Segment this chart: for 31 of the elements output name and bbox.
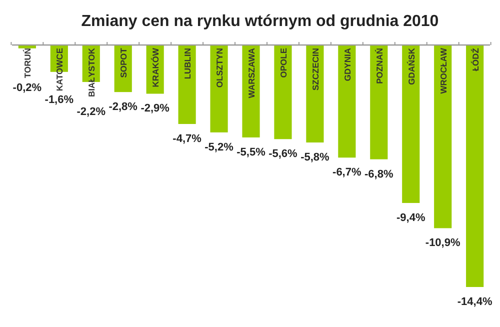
x-tick-label: BIAŁYSTOK [86, 47, 97, 97]
x-tick-label: OPOLE [278, 48, 288, 78]
x-tick-label: LUBLIN [182, 48, 193, 80]
x-tick-label: WARSZAWA [246, 48, 256, 98]
x-tick-label: SZCZECIN [310, 48, 320, 90]
data-label: -5,2% [204, 141, 234, 154]
x-tick-label: GDYNIA [342, 48, 352, 82]
x-tick-label: WROCŁAW [438, 47, 448, 94]
data-label: -9,4% [396, 212, 426, 224]
x-tick-label: GDAŃSK [406, 47, 416, 85]
data-label: -2,8% [108, 101, 138, 114]
data-label: -1,6% [44, 94, 74, 106]
data-label: -2,9% [140, 102, 170, 115]
chart-title: Zmiany cen na rynku wtórnym od grudnia 2010 [81, 13, 439, 30]
x-tick-label: KATOWCE [54, 48, 65, 92]
data-label: -5,5% [236, 146, 266, 158]
data-label: -5,6% [268, 148, 298, 160]
data-label: -6,7% [332, 166, 362, 179]
x-tick-label: ŁÓDŹ [470, 48, 480, 72]
data-label: -0,2% [12, 82, 42, 94]
x-tick-label: POZNAŃ [374, 48, 384, 84]
data-label: -6,8% [364, 168, 394, 180]
data-label: -4,7% [172, 132, 202, 145]
data-label: -10,9% [425, 237, 460, 250]
x-tick-label: KRAKÓW [150, 47, 161, 88]
x-tick-label: SOPOT [118, 47, 129, 78]
data-label: -5,8% [300, 151, 330, 164]
data-label: -2,2% [76, 106, 106, 118]
x-tick-label: TORUŃ [22, 48, 33, 78]
x-tick-label: OLSZTYN [214, 48, 225, 88]
data-label: -14,4% [457, 296, 492, 308]
